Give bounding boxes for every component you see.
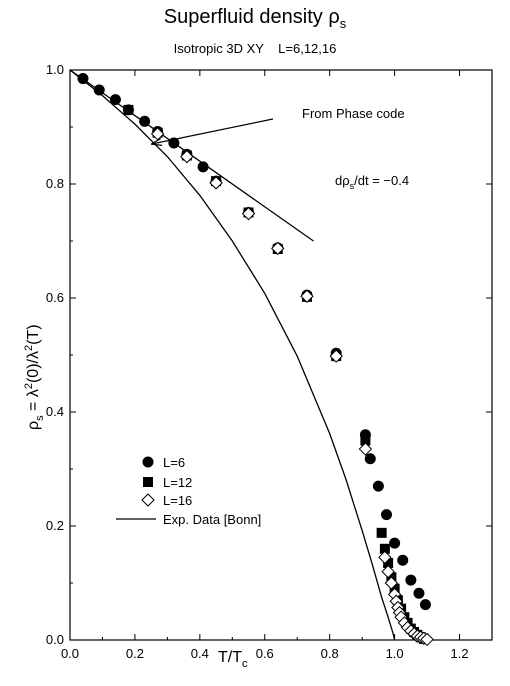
y-axis-label-end: (T) bbox=[25, 324, 42, 344]
legend-marker-l16 bbox=[141, 493, 155, 507]
x-tick-label: 1.0 bbox=[386, 646, 404, 661]
legend: L=6 L=12 L=16 Exp. Data [Bonn] bbox=[116, 455, 261, 527]
legend-label-exp: Exp. Data [Bonn] bbox=[163, 512, 261, 527]
point-l16 bbox=[384, 576, 399, 590]
point-l6 bbox=[109, 94, 121, 106]
chart-title-subscript: s bbox=[339, 16, 347, 31]
x-tick-label: 0.2 bbox=[126, 646, 144, 661]
point-l16 bbox=[420, 632, 434, 647]
point-l16 bbox=[329, 349, 343, 363]
point-l6 bbox=[413, 587, 425, 599]
x-axis-label-sub: c bbox=[242, 658, 248, 670]
arrow-head bbox=[150, 138, 163, 146]
x-tick-label: 0.6 bbox=[256, 646, 274, 661]
y-tick-label: 0.2 bbox=[46, 518, 64, 533]
x-tick-label: 0.0 bbox=[61, 646, 79, 661]
point-l6 bbox=[372, 480, 384, 492]
annotation-slope-sub: s bbox=[350, 181, 355, 191]
y-axis-label-rho: ρ bbox=[25, 421, 42, 430]
legend-label-l12: L=12 bbox=[163, 475, 192, 490]
chart-marks bbox=[77, 73, 434, 647]
y-axis-label-eq: = λ bbox=[25, 389, 42, 415]
y-tick-label: 0.8 bbox=[46, 176, 64, 191]
plot-frame bbox=[69, 69, 493, 641]
point-l6 bbox=[364, 453, 376, 465]
point-l16 bbox=[241, 206, 256, 221]
point-l16 bbox=[300, 289, 314, 303]
point-l16 bbox=[180, 149, 194, 164]
y-tick-label: 1.0 bbox=[46, 62, 64, 77]
point-l6 bbox=[389, 537, 401, 549]
point-l6 bbox=[93, 84, 105, 96]
y-tick-label: 0.0 bbox=[46, 632, 64, 647]
y-tick-label: 0.6 bbox=[46, 290, 64, 305]
legend-label-l16: L=16 bbox=[163, 493, 192, 508]
point-l12 bbox=[376, 527, 387, 538]
annotation-slope-suffix: /dt = −0.4 bbox=[354, 173, 409, 188]
point-l16 bbox=[271, 241, 285, 256]
arrow-shaft bbox=[151, 118, 274, 145]
annotation-slope-prefix: dρ bbox=[335, 173, 350, 188]
x-axis-label: T/Tc bbox=[218, 649, 248, 670]
point-l12 bbox=[379, 543, 390, 554]
legend-marker-l12 bbox=[143, 477, 153, 487]
point-l6 bbox=[139, 115, 151, 127]
plot-border bbox=[69, 69, 493, 641]
point-l16 bbox=[381, 564, 395, 579]
annotation-slope: dρs/dt = −0.4 bbox=[335, 173, 409, 191]
x-tick-label: 1.2 bbox=[450, 646, 468, 661]
series-line-exp-data bbox=[69, 69, 396, 641]
point-l6 bbox=[77, 73, 89, 85]
y-axis-label-sub-s: s bbox=[34, 415, 46, 421]
point-l6 bbox=[419, 599, 431, 611]
x-tick-label: 0.8 bbox=[321, 646, 339, 661]
y-axis-label-sup1: 2 bbox=[23, 383, 35, 389]
y-axis-label-mid: (0)/λ bbox=[25, 351, 42, 383]
point-l12 bbox=[360, 435, 371, 446]
y-axis-label-sup2: 2 bbox=[23, 345, 35, 351]
annotation-arrow bbox=[150, 118, 274, 146]
point-l12 bbox=[123, 104, 134, 115]
x-axis-label-main: T/T bbox=[218, 649, 242, 666]
y-axis-label: ρs = λ2(0)/λ2(T) bbox=[23, 324, 46, 430]
y-tick-label: 0.4 bbox=[46, 404, 64, 419]
axis-ticks: 0.0 0.2 0.4 0.6 0.8 1.0 1.2 0.0 0.2 0.4 0.6 0.8 1.0 bbox=[46, 62, 493, 661]
point-l12 bbox=[383, 558, 394, 569]
point-l16 bbox=[358, 442, 373, 456]
point-l16 bbox=[209, 176, 223, 190]
point-l6 bbox=[197, 161, 209, 173]
legend-marker-l6 bbox=[142, 456, 154, 468]
point-l6 bbox=[381, 509, 392, 521]
point-l6 bbox=[405, 574, 417, 586]
annotation-phase-code: From Phase code bbox=[302, 106, 405, 121]
point-l6 bbox=[397, 554, 409, 566]
chart-subtitle: Isotropic 3D XY L=6,12,16 bbox=[173, 41, 337, 56]
chart-title: Superfluid density ρs bbox=[0, 6, 510, 31]
chart-title-text: Superfluid density ρ bbox=[163, 6, 340, 28]
x-tick-label: 0.4 bbox=[191, 646, 209, 661]
point-l16 bbox=[378, 550, 392, 565]
chart-lines bbox=[69, 69, 396, 641]
legend-label-l6: L=6 bbox=[163, 455, 185, 470]
